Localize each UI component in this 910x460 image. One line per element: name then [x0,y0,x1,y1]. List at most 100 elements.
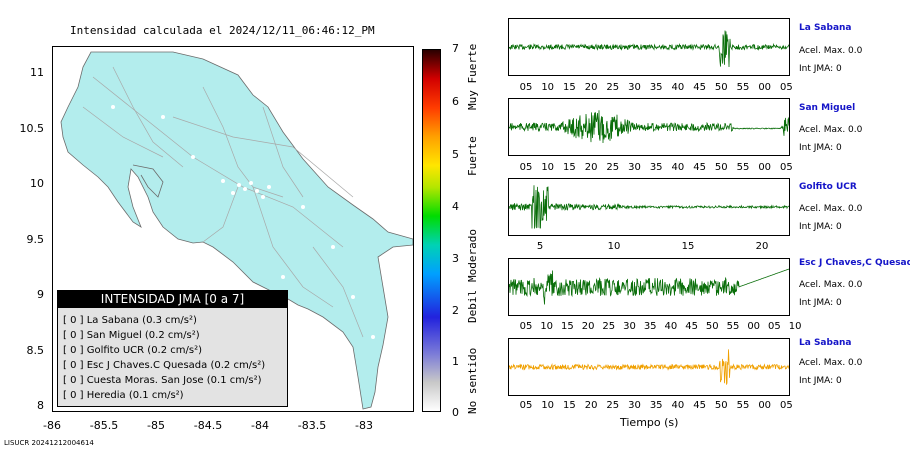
legend-item: [ 0 ] Heredia (0.1 cm/s²) [63,390,184,401]
colorbar-tick: 5 [452,148,459,161]
map-y-tick: 11 [30,66,44,79]
time-tick-label: 55 [736,400,750,411]
time-tick-label: 50 [714,82,728,93]
waveform [508,349,790,385]
time-tick-label: 25 [606,82,620,93]
legend-item: [ 0 ] San Miguel (0.2 cm/s²) [63,330,200,341]
colorbar-label: Fuerte [466,136,479,176]
time-tick-label: 50 [705,321,719,332]
footer-id: LISUCR 20241212004614 [4,439,94,447]
time-tick-label: 10 [541,162,555,173]
station-accel: Acel. Max. 0.0 [799,280,863,290]
time-tick-label: 45 [693,162,706,173]
map-x-tick: -85.5 [89,419,119,432]
time-tick-label: 55 [736,162,750,173]
colorbar-tick: 2 [452,304,459,317]
time-tick-label: 55 [736,82,750,93]
colorbar-tick: 1 [452,355,459,368]
map-y-tick: 10.5 [19,122,45,135]
time-tick-label: 10 [540,321,554,332]
road-network [82,66,364,338]
time-tick-label: 20 [581,321,595,332]
map-y-tick: 8.5 [26,344,45,357]
station-int: Int JMA: 0 [799,143,842,153]
time-tick-label: 20 [584,82,598,93]
time-tick-label: 50 [714,162,728,173]
map-x-tick: -84.5 [193,419,223,432]
time-tick-label: 45 [693,82,706,93]
map-x-tick: -86 [43,419,61,432]
map-y-tick: 9 [37,288,44,301]
time-tick-label: 00 [747,321,761,332]
time-tick-label: 45 [685,321,698,332]
time-tick-label: 40 [671,162,685,173]
map-title: Intensidad calculada el 2024/12/11_06:46… [70,24,375,37]
time-tick-label: 00 [758,400,772,411]
time-axis-label: Tiempo (s) [620,416,679,429]
colorbar-label: No sentido [466,347,479,414]
time-tick-label: 35 [643,321,657,332]
time-tick-label: 15 [563,82,576,93]
time-tick-label: 05 [519,400,533,411]
time-tick-label: 05 [768,321,781,332]
legend-item: [ 0 ] Esc J Chaves.C Quesada (0.2 cm/s²) [63,360,266,371]
time-tick-label: 20 [584,400,598,411]
station-accel: Acel. Max. 0.0 [799,204,863,214]
intensity-colorbar [422,49,441,412]
station-name: Esc J Chaves,C Quesad [799,258,910,268]
time-tick-label: 50 [714,400,728,411]
time-tick-label: 20 [584,162,598,173]
time-tick-label: 40 [671,400,685,411]
map-y-tick: 9.5 [26,233,45,246]
time-tick-label: 35 [649,162,663,173]
legend-item: [ 0 ] Golfito UCR (0.2 cm/s²) [63,345,203,356]
station-name: San Miguel [799,103,856,113]
time-tick-label: 05 [519,321,533,332]
colorbar-tick: 3 [452,252,459,265]
time-tick-label: 05 [780,400,793,411]
colorbar-tick: 0 [452,406,459,419]
station-accel: Acel. Max. 0.0 [799,358,863,368]
trace-panel [508,98,790,156]
map-y-tick: 8 [37,399,44,412]
time-tick-label: 30 [628,400,641,411]
legend-item: [ 0 ] Cuesta Moras. San Jose (0.1 cm/s²) [63,375,262,386]
intensity-legend: INTENSIDAD JMA [0 a 7] [ 0 ] La Sabana (… [57,290,288,407]
time-tick-label: 5 [536,241,544,252]
time-tick-label: 40 [664,321,678,332]
colorbar-label: Debil [466,289,479,323]
time-tick-label: 35 [649,82,663,93]
colorbar-label: Moderado [466,229,479,282]
station-dots [111,105,375,339]
waveform [508,185,790,229]
time-tick-label: 25 [602,321,616,332]
time-tick-label: 45 [693,400,706,411]
map-y-tick: 10 [30,177,44,190]
colorbar-label: Muy Fuerte [466,43,479,110]
time-tick-label: 10 [607,241,621,252]
station-int: Int JMA: 0 [799,376,842,386]
station-name: La Sabana [799,338,852,348]
time-tick-label: 05 [780,82,793,93]
station-name: La Sabana [799,23,852,33]
time-tick-label: 00 [758,82,772,93]
map-x-tick: -85 [147,419,165,432]
colorbar-tick: 7 [452,42,459,55]
waveform [508,268,790,305]
time-tick-label: 15 [681,241,695,252]
time-tick-label: 10 [541,400,555,411]
time-tick-label: 55 [726,321,740,332]
costa-rica-map-svg [60,51,413,410]
time-tick-label: 10 [788,321,802,332]
trace-panel [508,178,790,236]
time-tick-label: 05 [780,162,793,173]
time-tick-label: 20 [755,241,769,252]
station-int: Int JMA: 0 [799,222,842,232]
time-tick-label: 40 [671,82,685,93]
colorbar-tick: 4 [452,200,459,213]
time-tick-label: 05 [519,162,533,173]
map-x-tick: -84 [251,419,269,432]
time-tick-label: 10 [541,82,555,93]
legend-header: INTENSIDAD JMA [0 a 7] [58,291,287,308]
station-int: Int JMA: 0 [799,298,842,308]
